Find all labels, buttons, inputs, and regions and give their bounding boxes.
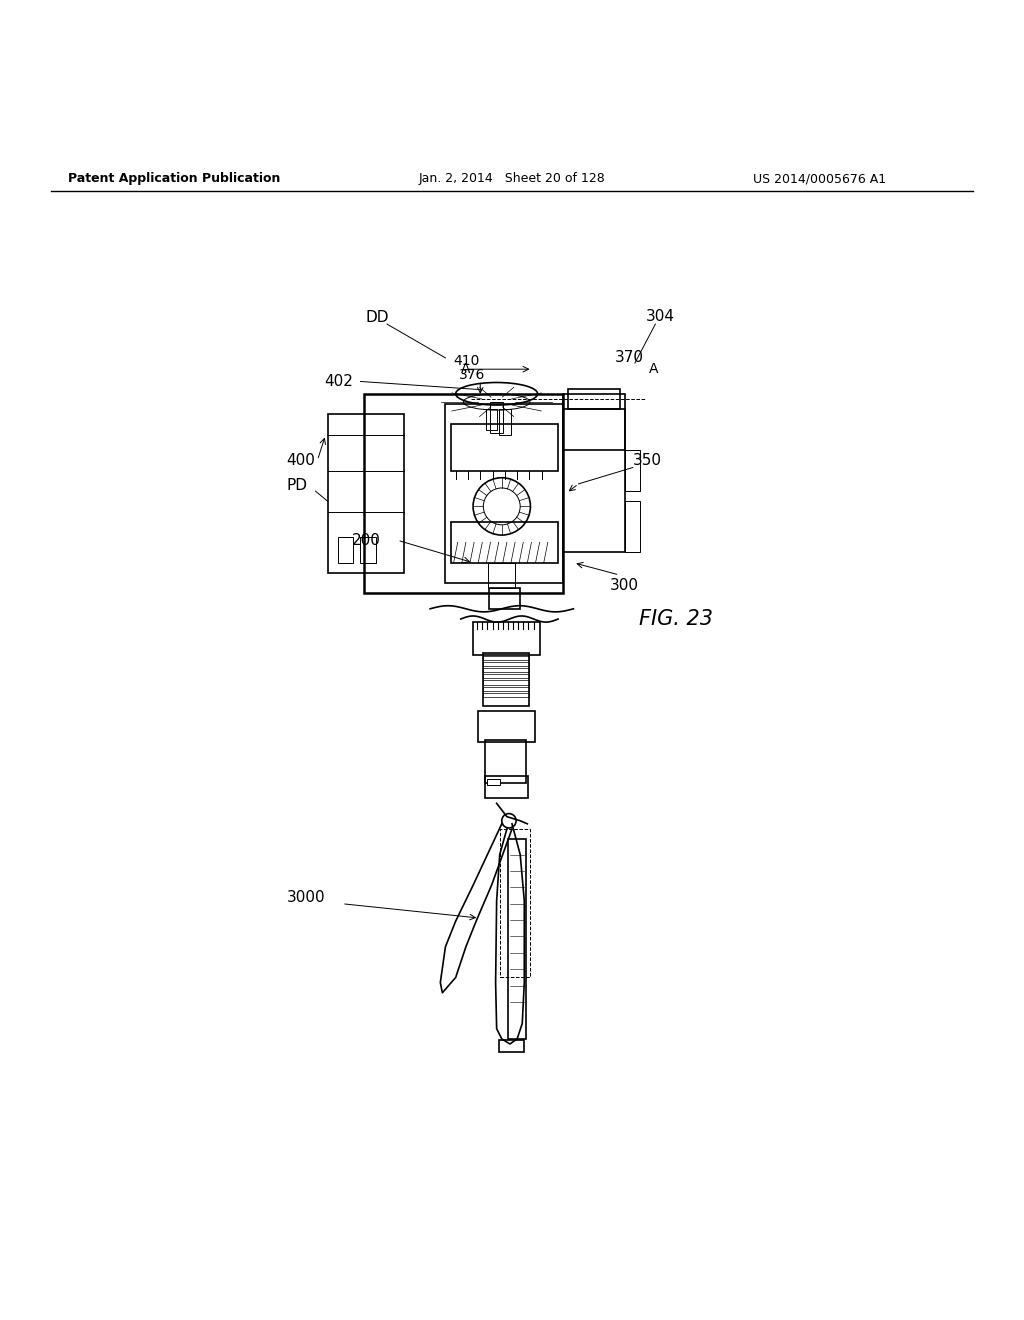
- Bar: [483, 653, 529, 706]
- Text: 376: 376: [459, 368, 485, 383]
- Text: 370: 370: [614, 350, 643, 366]
- Bar: [328, 414, 404, 573]
- Bar: [451, 521, 558, 562]
- Bar: [483, 686, 529, 690]
- Bar: [478, 711, 535, 742]
- Bar: [563, 409, 625, 450]
- Bar: [483, 693, 529, 697]
- Bar: [451, 425, 558, 470]
- Bar: [563, 393, 625, 553]
- Bar: [483, 675, 529, 678]
- Bar: [473, 622, 540, 655]
- Bar: [485, 741, 526, 783]
- Text: 3000: 3000: [287, 890, 326, 906]
- Bar: [483, 681, 529, 685]
- Text: A: A: [648, 362, 658, 376]
- Text: 410: 410: [453, 354, 479, 368]
- Bar: [489, 589, 520, 609]
- Bar: [483, 663, 529, 667]
- Bar: [485, 776, 528, 799]
- Text: 304: 304: [646, 309, 675, 325]
- Text: 350: 350: [633, 453, 662, 467]
- Text: Patent Application Publication: Patent Application Publication: [68, 172, 281, 185]
- Bar: [486, 409, 497, 429]
- Bar: [445, 404, 563, 583]
- Bar: [500, 829, 530, 977]
- Bar: [568, 388, 620, 409]
- Text: 200: 200: [352, 533, 381, 548]
- Text: 300: 300: [610, 578, 639, 593]
- Text: Jan. 2, 2014   Sheet 20 of 128: Jan. 2, 2014 Sheet 20 of 128: [419, 172, 605, 185]
- Bar: [483, 656, 529, 660]
- Bar: [360, 537, 376, 562]
- Bar: [499, 409, 511, 434]
- Text: A: A: [461, 362, 471, 376]
- Bar: [490, 403, 503, 433]
- Bar: [488, 562, 515, 589]
- Bar: [364, 393, 563, 594]
- Text: DD: DD: [366, 310, 388, 326]
- Bar: [338, 537, 353, 562]
- Text: PD: PD: [286, 478, 307, 494]
- Bar: [487, 779, 500, 785]
- Bar: [499, 1040, 524, 1052]
- Text: 402: 402: [325, 374, 353, 389]
- Bar: [625, 450, 640, 491]
- Bar: [508, 840, 526, 1039]
- Bar: [625, 502, 640, 553]
- Text: US 2014/0005676 A1: US 2014/0005676 A1: [753, 172, 886, 185]
- Text: 400: 400: [287, 453, 315, 467]
- Bar: [483, 668, 529, 672]
- Text: FIG. 23: FIG. 23: [639, 609, 713, 630]
